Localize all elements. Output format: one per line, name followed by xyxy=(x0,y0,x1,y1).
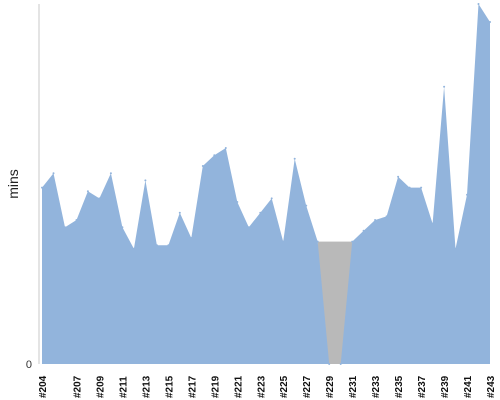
data-point xyxy=(167,244,170,247)
data-point xyxy=(397,175,400,178)
data-point xyxy=(201,165,204,167)
y-axis-label: mins xyxy=(5,169,21,199)
x-tick-label: #209 xyxy=(95,375,106,398)
data-point xyxy=(408,186,411,189)
data-point xyxy=(282,240,285,243)
data-point xyxy=(52,172,55,175)
x-tick-label: #219 xyxy=(210,375,221,398)
data-point xyxy=(86,190,89,193)
x-tick-label: #227 xyxy=(302,375,313,398)
data-point xyxy=(98,197,101,200)
data-point xyxy=(466,193,468,196)
x-tick-label: #221 xyxy=(233,375,244,398)
x-tick-label: #211 xyxy=(118,376,129,398)
data-point xyxy=(247,226,250,229)
x-tick-label: #229 xyxy=(325,375,336,398)
series-area xyxy=(42,4,490,364)
data-point xyxy=(178,211,181,214)
data-point xyxy=(431,222,434,225)
data-point xyxy=(270,197,273,200)
data-point xyxy=(489,21,491,23)
data-point xyxy=(132,247,135,250)
data-point xyxy=(374,219,377,221)
data-point xyxy=(316,240,319,243)
x-tick-label: #243 xyxy=(486,375,497,398)
data-point xyxy=(339,363,342,365)
data-point xyxy=(385,215,388,218)
x-tick-label: #204 xyxy=(38,375,49,398)
data-point xyxy=(454,247,457,250)
data-point xyxy=(64,226,66,229)
data-point xyxy=(443,85,446,88)
x-tick-label: #217 xyxy=(187,375,198,398)
x-tick-label: #235 xyxy=(394,375,405,398)
data-point xyxy=(224,147,227,149)
x-tick-label: #215 xyxy=(164,375,175,398)
x-tick-label: #237 xyxy=(417,375,428,398)
x-tick-label: #207 xyxy=(73,375,84,398)
data-point xyxy=(109,172,112,175)
data-point xyxy=(190,237,193,239)
data-point xyxy=(293,157,296,160)
x-tick-label: #213 xyxy=(141,375,152,398)
data-point xyxy=(75,219,78,221)
data-point xyxy=(41,186,43,189)
data-point xyxy=(362,229,365,232)
x-tick-label: #231 xyxy=(348,375,359,398)
plot-area xyxy=(41,3,491,365)
x-tick-label: #223 xyxy=(256,375,267,398)
data-point xyxy=(121,226,124,229)
data-point xyxy=(236,201,239,203)
data-point xyxy=(213,154,216,157)
data-point xyxy=(155,244,158,247)
x-axis-tick-labels: #204 #207 #209 #211 #213 #215 #217 #219 #221 #223… xyxy=(38,375,497,398)
data-point xyxy=(259,211,262,214)
x-tick-label: #225 xyxy=(279,375,290,398)
data-point xyxy=(420,186,423,189)
data-point xyxy=(477,3,480,5)
y-tick-label: 0 xyxy=(26,359,32,371)
x-tick-label: #239 xyxy=(440,375,451,398)
data-point xyxy=(328,363,331,365)
x-tick-label: #241 xyxy=(463,375,474,398)
data-point xyxy=(144,179,147,182)
x-tick-label: #233 xyxy=(371,375,382,398)
data-point xyxy=(305,204,308,207)
data-point xyxy=(351,240,354,243)
